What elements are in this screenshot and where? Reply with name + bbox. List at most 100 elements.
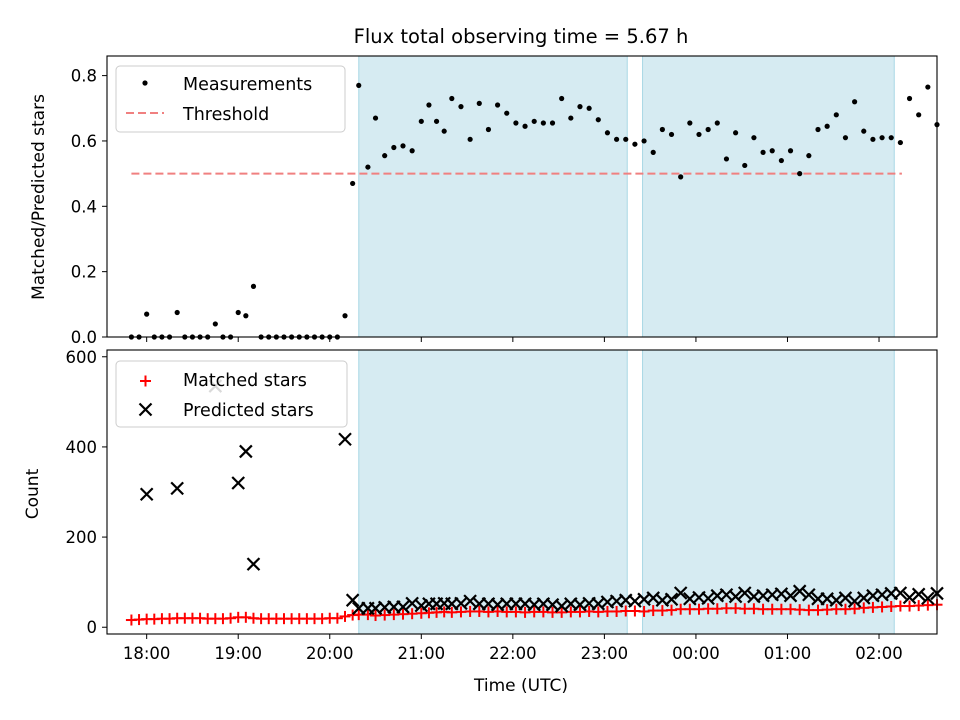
bottom-y-tick-label: 400 <box>66 438 98 457</box>
measurement-point <box>787 148 794 154</box>
predicted-star-point <box>396 600 410 614</box>
legend-predicted-label: Predicted stars <box>183 401 314 421</box>
predicted-cross-b <box>802 588 816 602</box>
bottom-y-axis-label: Count <box>23 468 43 519</box>
matched-star-point <box>339 610 351 622</box>
measurement-point <box>815 126 821 133</box>
predicted-star-point <box>921 591 935 606</box>
predicted-cross-b <box>377 600 392 615</box>
measurement-point <box>705 126 711 133</box>
predicted-star-point <box>783 588 798 603</box>
top-axes-frame <box>106 55 938 338</box>
bottom-y-axis: 0 200 400 600 <box>66 348 107 637</box>
measurement-point <box>504 110 510 116</box>
measurement-point <box>365 164 371 170</box>
predicted-star-point <box>139 487 154 502</box>
x-tick-label: 20:00 <box>306 644 354 663</box>
predicted-cross-b <box>683 592 697 606</box>
measurement-point <box>400 143 406 149</box>
measurement-point <box>441 128 447 134</box>
top-observing-windows <box>358 55 895 338</box>
predicted-cross-b <box>139 487 154 502</box>
measurement-point <box>668 131 675 138</box>
top-y-tick-label: 0.4 <box>71 197 97 216</box>
legend-matched-label: Matched stars <box>183 371 307 391</box>
bottom-axes-frame <box>106 349 938 635</box>
top-y-tick-label: 0.6 <box>71 132 97 151</box>
predicted-cross-b <box>756 588 770 603</box>
predicted-cross-b <box>902 590 917 605</box>
top-y-tick-label: 0.2 <box>71 263 97 282</box>
predicted-star-point <box>911 587 926 602</box>
predicted-star-point <box>838 591 853 605</box>
bottom-y-tick-label: 0 <box>87 618 98 637</box>
predicted-cross-b <box>591 597 606 611</box>
measurement-point <box>458 104 464 110</box>
bottom-observing-window-0 <box>358 349 628 635</box>
predicted-star-point <box>792 584 807 598</box>
x-tick-label: 01:00 <box>764 644 812 663</box>
measurement-point <box>174 309 180 316</box>
top-observing-window-0 <box>358 55 628 338</box>
measurement-point <box>350 180 356 187</box>
measurement-point <box>433 118 440 124</box>
measurement-point <box>513 120 519 126</box>
predicted-cross-b <box>490 597 505 612</box>
measurement-point <box>449 95 455 102</box>
top-y-axis-label: Matched/Predicted stars <box>29 94 49 300</box>
predicted-star-point <box>802 588 816 602</box>
predicted-star-point <box>737 586 752 600</box>
measurement-point <box>925 84 931 90</box>
measurement-point <box>250 283 257 289</box>
measurement-point <box>778 157 784 164</box>
x-tick-label: 02:00 <box>855 644 903 663</box>
measurement-point <box>723 156 730 162</box>
measurement-point <box>888 135 894 141</box>
predicted-star-point <box>345 593 360 607</box>
top-y-tick-label: 0.8 <box>71 67 97 86</box>
predicted-cross-b <box>454 596 468 611</box>
predicted-star-point <box>170 481 184 496</box>
predicted-star-point <box>239 444 253 459</box>
measurement-point <box>842 135 849 141</box>
measurement-point <box>540 120 546 126</box>
measurement-point <box>641 138 647 144</box>
measurement-point <box>494 102 501 108</box>
measurement-point <box>549 120 556 126</box>
predicted-star-point <box>893 586 908 600</box>
predicted-cross-b <box>673 586 688 600</box>
measurement-point <box>714 120 720 126</box>
predicted-star-point <box>246 557 261 571</box>
bottom-x-axis: 18:00 19:00 20:00 21:00 22:00 23:00 00:00 01:00… <box>123 634 903 663</box>
top-legend: Measurements Threshold <box>115 65 346 133</box>
top-observing-window-1 <box>642 55 895 338</box>
measurement-point <box>372 115 379 121</box>
predicted-cross-b <box>231 476 245 490</box>
legend-threshold-label: Threshold <box>182 105 269 125</box>
predicted-cross-b <box>765 588 779 602</box>
measurement-point <box>522 123 528 129</box>
measurement-point <box>382 153 388 159</box>
x-tick-label: 21:00 <box>398 644 446 663</box>
measurement-point <box>559 95 565 102</box>
predicted-cross-b <box>893 586 908 600</box>
measurement-point <box>586 105 592 111</box>
legend-matched-marker <box>140 375 151 387</box>
measurement-point <box>613 136 620 142</box>
predicted-cross-b <box>710 588 725 603</box>
bottom-observing-windows <box>358 349 895 635</box>
measurement-point <box>733 130 739 136</box>
chart-title: Flux total observing time = 5.67 h <box>354 25 689 48</box>
predicted-cross-b <box>445 597 459 611</box>
measurement-point <box>852 99 858 105</box>
top-y-axis: 0.0 0.2 0.4 0.6 0.8 <box>71 67 107 347</box>
predicted-cross-b <box>368 601 383 616</box>
predicted-star-point <box>673 586 688 600</box>
measurement-point <box>742 162 748 169</box>
bottom-observing-window-1 <box>642 349 895 635</box>
top-x-ticks <box>146 337 880 342</box>
predicted-cross-b <box>747 589 761 604</box>
predicted-cross-b <box>655 593 670 607</box>
measurement-point <box>144 311 150 317</box>
measurement-point <box>485 126 492 133</box>
